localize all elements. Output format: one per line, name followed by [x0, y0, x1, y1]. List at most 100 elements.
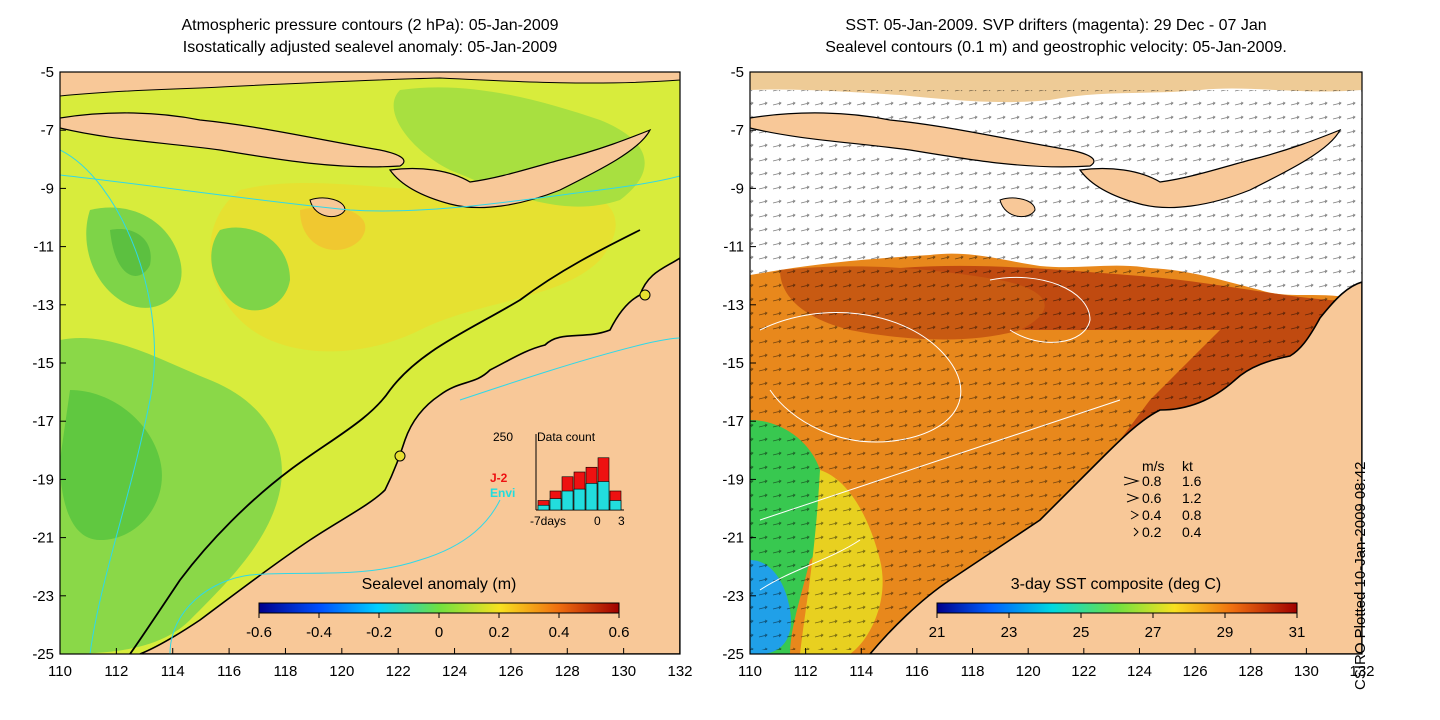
x-tick-label: 118 — [273, 663, 297, 680]
y-tick-label: -13 — [722, 297, 744, 314]
colorbar-tick-label: -0.6 — [246, 624, 272, 641]
colorbar-tick-label: 21 — [929, 624, 946, 641]
x-tick-label: 124 — [442, 663, 467, 680]
timor-islands-right — [1078, 128, 1342, 209]
sst-colorbar: 3-day SST composite (deg C) 21 23 25 27 29 31 — [929, 576, 1306, 641]
x-tick-label: 110 — [738, 663, 762, 680]
x-tick-label: 122 — [386, 663, 411, 680]
sealevel-contour-3 — [759, 399, 1121, 521]
right-y-axis-ticks: -5 -7 -9 -11 -13 -15 -17 -19 -21 -23 -25 — [722, 64, 756, 663]
velocity-legend-arrow — [1133, 527, 1139, 537]
left-y-axis-ticks: -5 -7 -9 -11 -13 -15 -17 -19 -21 -23 -25 — [32, 64, 66, 663]
y-tick-label: -19 — [32, 471, 54, 488]
australia-landmass-right — [868, 281, 1362, 654]
velocity-legend-header-ms: m/s — [1142, 458, 1165, 474]
x-tick-label: 124 — [1127, 663, 1152, 680]
y-tick-label: -19 — [722, 471, 744, 488]
pressure-contour-4 — [459, 337, 680, 401]
sla-green-patch-central — [211, 227, 290, 311]
inset-bar-envi — [561, 490, 574, 511]
sealevel-contour-4 — [759, 539, 861, 591]
sla-colorbar-bar — [258, 602, 620, 614]
y-tick-label: -9 — [41, 180, 54, 197]
velocity-legend-ms: 0.8 — [1142, 473, 1162, 489]
x-tick-label: 130 — [1294, 663, 1319, 680]
velocity-legend-kt: 0.8 — [1182, 507, 1202, 523]
y-tick-label: -11 — [33, 239, 54, 256]
left-x-axis-ticks: 110 112 114 116 118 120 122 124 126 128 130 132 — [48, 648, 693, 680]
velocity-legend-ms: 0.2 — [1142, 524, 1162, 540]
y-tick-label: -25 — [32, 646, 54, 663]
x-tick-label: 126 — [498, 663, 523, 680]
left-title-line1: Atmospheric pressure contours (2 hPa): 0… — [181, 17, 559, 34]
colorbar-tick-label: 27 — [1145, 624, 1162, 641]
velocity-legend-kt: 1.6 — [1182, 473, 1202, 489]
x-tick-label: 128 — [555, 663, 580, 680]
x-tick-label: 122 — [1071, 663, 1096, 680]
x-tick-label: 132 — [667, 663, 692, 680]
y-tick-label: -5 — [41, 64, 54, 81]
y-tick-label: -23 — [32, 588, 54, 605]
sealevel-contour-1 — [759, 312, 962, 443]
sst-colorbar-bar — [936, 602, 1298, 614]
y-tick-label: -15 — [32, 355, 54, 372]
sst-colorbar-ticks: 21 23 25 27 29 31 — [929, 613, 1305, 641]
y-tick-label: -23 — [722, 588, 744, 605]
inset-bar-envi — [597, 481, 610, 511]
right-title-line2: Sealevel contours (0.1 m) and geostrophi… — [825, 39, 1287, 56]
inset-legend-j2: J-2 — [490, 471, 508, 485]
y-tick-label: -25 — [722, 646, 744, 663]
colorbar-tick-label: 23 — [1001, 624, 1018, 641]
inset-x-start: -7days — [530, 514, 566, 528]
velocity-legend: m/s kt 0.8 1.60.6 1.20.4 0.80.2 0.4 — [1123, 458, 1202, 540]
sealevel-contour-2 — [989, 276, 1091, 343]
x-tick-label: 120 — [1016, 663, 1041, 680]
right-x-axis-ticks: 110 112 114 116 118 120 122 124 126 128 130 132 — [738, 648, 1375, 680]
pressure-contour-2 — [60, 149, 155, 654]
x-tick-label: 126 — [1183, 663, 1208, 680]
sla-high-patch — [300, 206, 366, 250]
sla-colorbar-ticks: -0.6 -0.4 -0.2 0 0.2 0.4 0.6 — [246, 613, 629, 641]
y-tick-label: -9 — [731, 180, 744, 197]
inset-x-end: 3 — [618, 514, 625, 528]
y-tick-label: -7 — [731, 122, 744, 139]
velocity-legend-kt: 1.2 — [1182, 490, 1202, 506]
colorbar-tick-label: 0 — [435, 624, 443, 641]
inset-bar-envi — [573, 488, 586, 511]
x-tick-label: 128 — [1238, 663, 1263, 680]
northern-islands-left — [60, 72, 680, 97]
right-title-line1: SST: 05-Jan-2009. SVP drifters (magenta)… — [845, 17, 1267, 34]
colorbar-tick-label: 0.6 — [609, 624, 630, 641]
colorbar-tick-label: 25 — [1073, 624, 1090, 641]
x-tick-label: 132 — [1349, 663, 1374, 680]
x-tick-label: 112 — [104, 663, 128, 680]
velocity-legend-header-kt: kt — [1182, 458, 1193, 474]
inset-bar-envi — [585, 483, 598, 511]
velocity-legend-arrow — [1126, 493, 1140, 503]
left-title-line2: Isostatically adjusted sealevel anomaly:… — [182, 39, 558, 56]
y-tick-label: -5 — [731, 64, 744, 81]
velocity-legend-arrow — [1123, 476, 1140, 486]
y-tick-label: -15 — [722, 355, 744, 372]
left-map — [60, 72, 680, 654]
y-tick-label: -13 — [32, 297, 54, 314]
java-bali-islands-left — [60, 112, 405, 168]
velocity-legend-rows: 0.8 1.60.6 1.20.4 0.80.2 0.4 — [1123, 473, 1202, 540]
colorbar-tick-label: 29 — [1217, 624, 1234, 641]
x-tick-label: 114 — [849, 663, 873, 680]
colorbar-tick-label: 0.4 — [549, 624, 570, 641]
inset-bars — [537, 457, 622, 511]
tide-gauge-marker-1 — [639, 289, 651, 301]
velocity-legend-arrow — [1130, 510, 1140, 520]
pressure-contour-1 — [60, 174, 680, 212]
java-bali-islands-right — [750, 112, 1095, 168]
x-tick-label: 110 — [48, 663, 72, 680]
inset-title: Data count — [537, 430, 596, 444]
x-tick-label: 112 — [794, 663, 818, 680]
y-tick-label: -17 — [722, 413, 744, 430]
y-tick-label: -17 — [32, 413, 54, 430]
tide-gauge-marker-2 — [394, 450, 406, 462]
velocity-legend-kt: 0.4 — [1182, 524, 1202, 540]
shelf-break-contour — [129, 229, 641, 654]
